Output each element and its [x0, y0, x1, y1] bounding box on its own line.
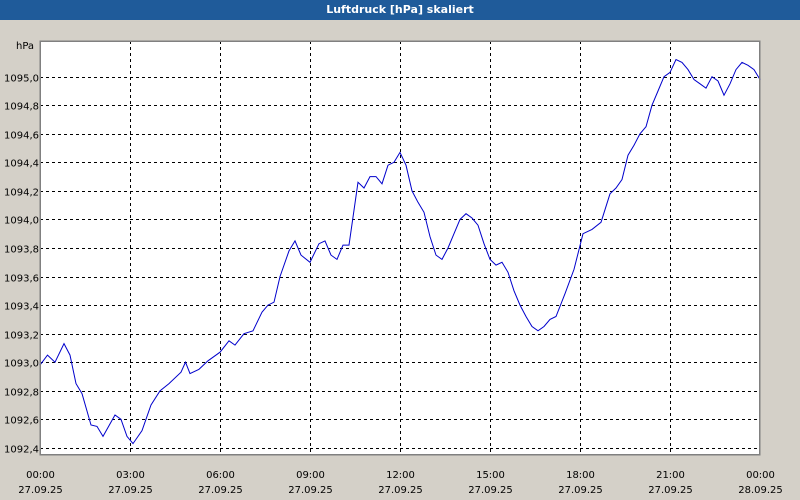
x-tick-label-date: 27.09.25: [198, 485, 243, 496]
y-tick-label: 1093,2: [4, 331, 39, 342]
plot-frame: [40, 41, 760, 455]
y-tick-label: 1092,6: [4, 416, 39, 427]
y-tick-label: 1094,2: [4, 188, 39, 199]
y-axis-label: hPa: [16, 41, 34, 52]
x-tick-label-time: 03:00: [116, 470, 145, 481]
y-tick-label: 1093,0: [4, 359, 39, 370]
x-tick-label-date: 27.09.25: [468, 485, 513, 496]
x-tick-label-date: 27.09.25: [288, 485, 333, 496]
y-tick-label: 1094,6: [4, 131, 39, 142]
y-tick-label: 1093,8: [4, 245, 39, 256]
y-tick-label: 1093,6: [4, 274, 39, 285]
x-tick-label-date: 27.09.25: [648, 485, 693, 496]
x-tick-label-date: 27.09.25: [558, 485, 603, 496]
x-tick-label-date: 27.09.25: [18, 485, 63, 496]
x-tick-label-time: 09:00: [296, 470, 325, 481]
x-tick-label-time: 18:00: [566, 470, 595, 481]
y-tick-label: 1094,8: [4, 102, 39, 113]
y-tick-label: 1094,0: [4, 216, 39, 227]
y-tick-label: 1093,4: [4, 302, 39, 313]
x-tick-label-time: 06:00: [206, 470, 235, 481]
x-tick-label-time: 12:00: [386, 470, 415, 481]
x-tick-label-time: 15:00: [476, 470, 505, 481]
window-title: Luftdruck [hPa] skaliert: [0, 0, 800, 20]
x-tick-label-date: 28.09.25: [738, 485, 783, 496]
x-tick-label-time: 00:00: [746, 470, 775, 481]
x-tick-label-time: 00:00: [26, 470, 55, 481]
x-tick-label-date: 27.09.25: [108, 485, 153, 496]
y-tick-label: 1092,8: [4, 388, 39, 399]
y-tick-label: 1094,4: [4, 159, 39, 170]
x-tick-label-time: 21:00: [656, 470, 685, 481]
x-tick-label-date: 27.09.25: [378, 485, 423, 496]
pressure-series-line: [39, 58, 761, 445]
y-tick-label: 1095,0: [4, 74, 39, 85]
y-tick-label: 1092,4: [4, 445, 39, 456]
